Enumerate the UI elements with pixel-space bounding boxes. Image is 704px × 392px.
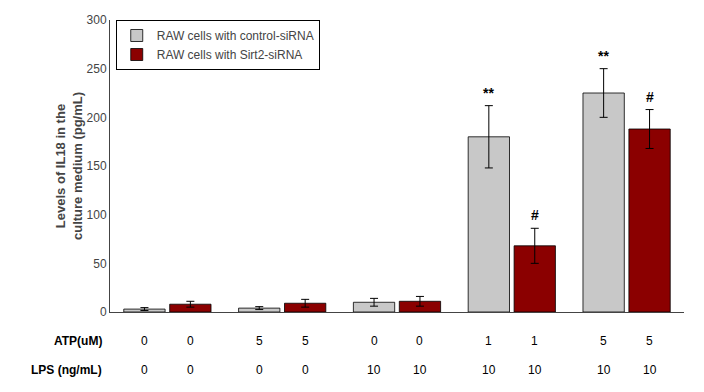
svg-text:300: 300 bbox=[87, 13, 107, 27]
svg-text:200: 200 bbox=[87, 111, 107, 125]
svg-text:10: 10 bbox=[528, 363, 542, 377]
svg-text:10: 10 bbox=[482, 363, 496, 377]
svg-text:1: 1 bbox=[485, 334, 492, 348]
svg-text:RAW cells with Sirt2-siRNA: RAW cells with Sirt2-siRNA bbox=[157, 48, 303, 62]
svg-text:0: 0 bbox=[187, 363, 194, 377]
svg-text:0: 0 bbox=[371, 334, 378, 348]
svg-text:250: 250 bbox=[87, 62, 107, 76]
svg-text:100: 100 bbox=[87, 208, 107, 222]
svg-text:LPS (ng/mL): LPS (ng/mL) bbox=[31, 363, 102, 377]
svg-text:Levels of IL18 in theculture m: Levels of IL18 in theculture medium (pg/… bbox=[53, 92, 85, 240]
svg-text:**: ** bbox=[483, 85, 494, 101]
svg-text:10: 10 bbox=[597, 363, 611, 377]
svg-text:10: 10 bbox=[413, 363, 427, 377]
svg-text:0: 0 bbox=[302, 363, 309, 377]
svg-text:0: 0 bbox=[416, 334, 423, 348]
svg-text:5: 5 bbox=[256, 334, 263, 348]
svg-text:0: 0 bbox=[256, 363, 263, 377]
svg-text:10: 10 bbox=[643, 363, 657, 377]
svg-text:0: 0 bbox=[141, 363, 148, 377]
svg-text:ATP(uM): ATP(uM) bbox=[54, 334, 102, 348]
svg-text:10: 10 bbox=[367, 363, 381, 377]
svg-text:50: 50 bbox=[93, 257, 107, 271]
svg-text:5: 5 bbox=[600, 334, 607, 348]
svg-text:1: 1 bbox=[531, 334, 538, 348]
svg-text:0: 0 bbox=[187, 334, 194, 348]
svg-text:5: 5 bbox=[646, 334, 653, 348]
svg-text:0: 0 bbox=[141, 334, 148, 348]
svg-text:5: 5 bbox=[302, 334, 309, 348]
svg-text:#: # bbox=[531, 207, 539, 223]
svg-text:**: ** bbox=[598, 48, 609, 64]
svg-text:#: # bbox=[646, 89, 654, 105]
svg-text:RAW cells with control-siRNA: RAW cells with control-siRNA bbox=[157, 29, 314, 43]
svg-text:150: 150 bbox=[87, 159, 107, 173]
svg-text:0: 0 bbox=[100, 305, 107, 319]
